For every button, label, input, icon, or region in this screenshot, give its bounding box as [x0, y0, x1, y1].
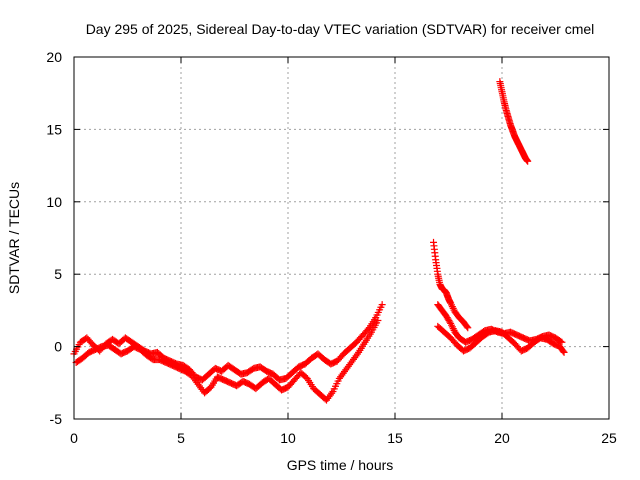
data-point	[560, 348, 568, 356]
x-tick-label: 20	[494, 430, 510, 446]
x-tick-label: 5	[177, 430, 185, 446]
data-point	[463, 323, 471, 331]
data-point	[558, 338, 566, 346]
x-tick-label: 10	[280, 430, 296, 446]
y-tick-label: 15	[46, 121, 62, 137]
series-track-3	[430, 238, 472, 332]
data-point	[374, 317, 382, 325]
x-axis-label: GPS time / hours	[287, 457, 394, 473]
data-points	[70, 78, 568, 404]
x-tick-label: 0	[70, 430, 78, 446]
series-track-6	[496, 78, 532, 165]
data-point	[378, 301, 386, 309]
y-axis-label: SDTVAR / TECUs	[6, 182, 22, 294]
y-tick-label: -5	[50, 411, 63, 427]
y-tick-label: 20	[46, 49, 62, 65]
data-point	[559, 347, 567, 355]
y-tick-label: 5	[54, 266, 62, 282]
chart-title: Day 295 of 2025, Sidereal Day-to-day VTE…	[86, 21, 595, 37]
data-point	[557, 337, 565, 345]
data-point	[464, 324, 472, 332]
data-point	[446, 318, 454, 326]
data-point	[524, 157, 532, 165]
plot-frame	[73, 56, 610, 420]
axis-ticks: 0 5 10 15 20 25 -5 0 5 10 15 20	[46, 49, 617, 446]
series-track-2	[72, 317, 382, 404]
y-tick-label: 0	[54, 339, 62, 355]
series-track-1	[70, 301, 386, 384]
x-tick-label: 25	[601, 430, 617, 446]
series-track-5	[434, 301, 566, 346]
x-tick-label: 15	[387, 430, 403, 446]
y-tick-label: 10	[46, 194, 62, 210]
